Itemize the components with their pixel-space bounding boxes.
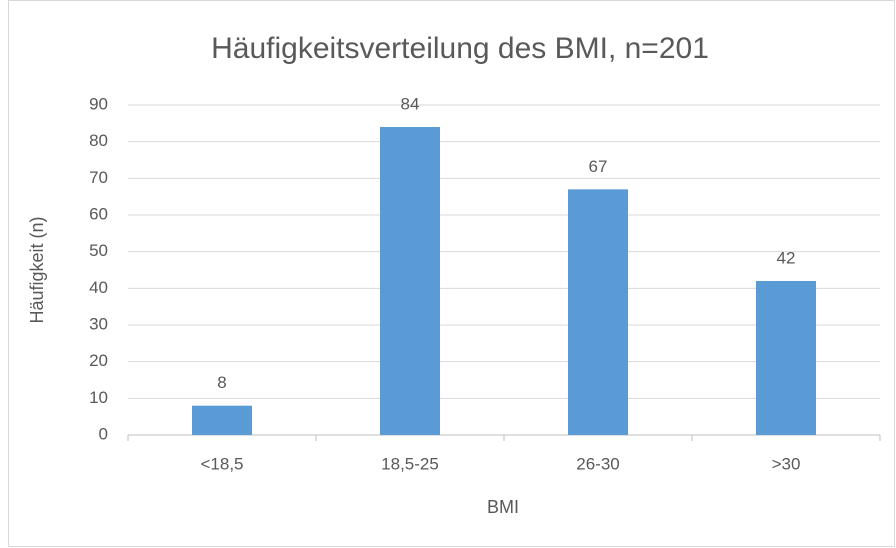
data-label: 42 (777, 248, 796, 267)
data-label: 84 (401, 94, 420, 113)
y-tick-label: 80 (89, 131, 108, 150)
y-tick-label: 30 (89, 314, 108, 333)
chart-title: Häufigkeitsverteilung des BMI, n=201 (211, 32, 709, 65)
data-label: 8 (217, 373, 226, 392)
x-tick-label: 26-30 (576, 454, 619, 473)
y-axis-label: Häufigkeit (n) (27, 216, 47, 323)
x-axis-label: BMI (487, 497, 519, 517)
x-tick-label: 18,5-25 (381, 454, 439, 473)
y-tick-label: 40 (89, 278, 108, 297)
bar (568, 189, 628, 435)
x-tick-label: >30 (772, 454, 801, 473)
bar (192, 405, 252, 435)
data-label: 67 (589, 157, 608, 176)
y-tick-label: 50 (89, 241, 108, 260)
y-tick-label: 0 (99, 424, 108, 443)
y-tick-label: 90 (89, 94, 108, 113)
y-tick-label: 70 (89, 168, 108, 187)
y-tick-label: 10 (89, 388, 108, 407)
chart-border (8, 0, 895, 547)
y-tick-label: 20 (89, 351, 108, 370)
bar (756, 281, 816, 435)
x-tick-label: <18,5 (200, 454, 243, 473)
y-tick-label: 60 (89, 204, 108, 223)
bar (380, 127, 440, 435)
